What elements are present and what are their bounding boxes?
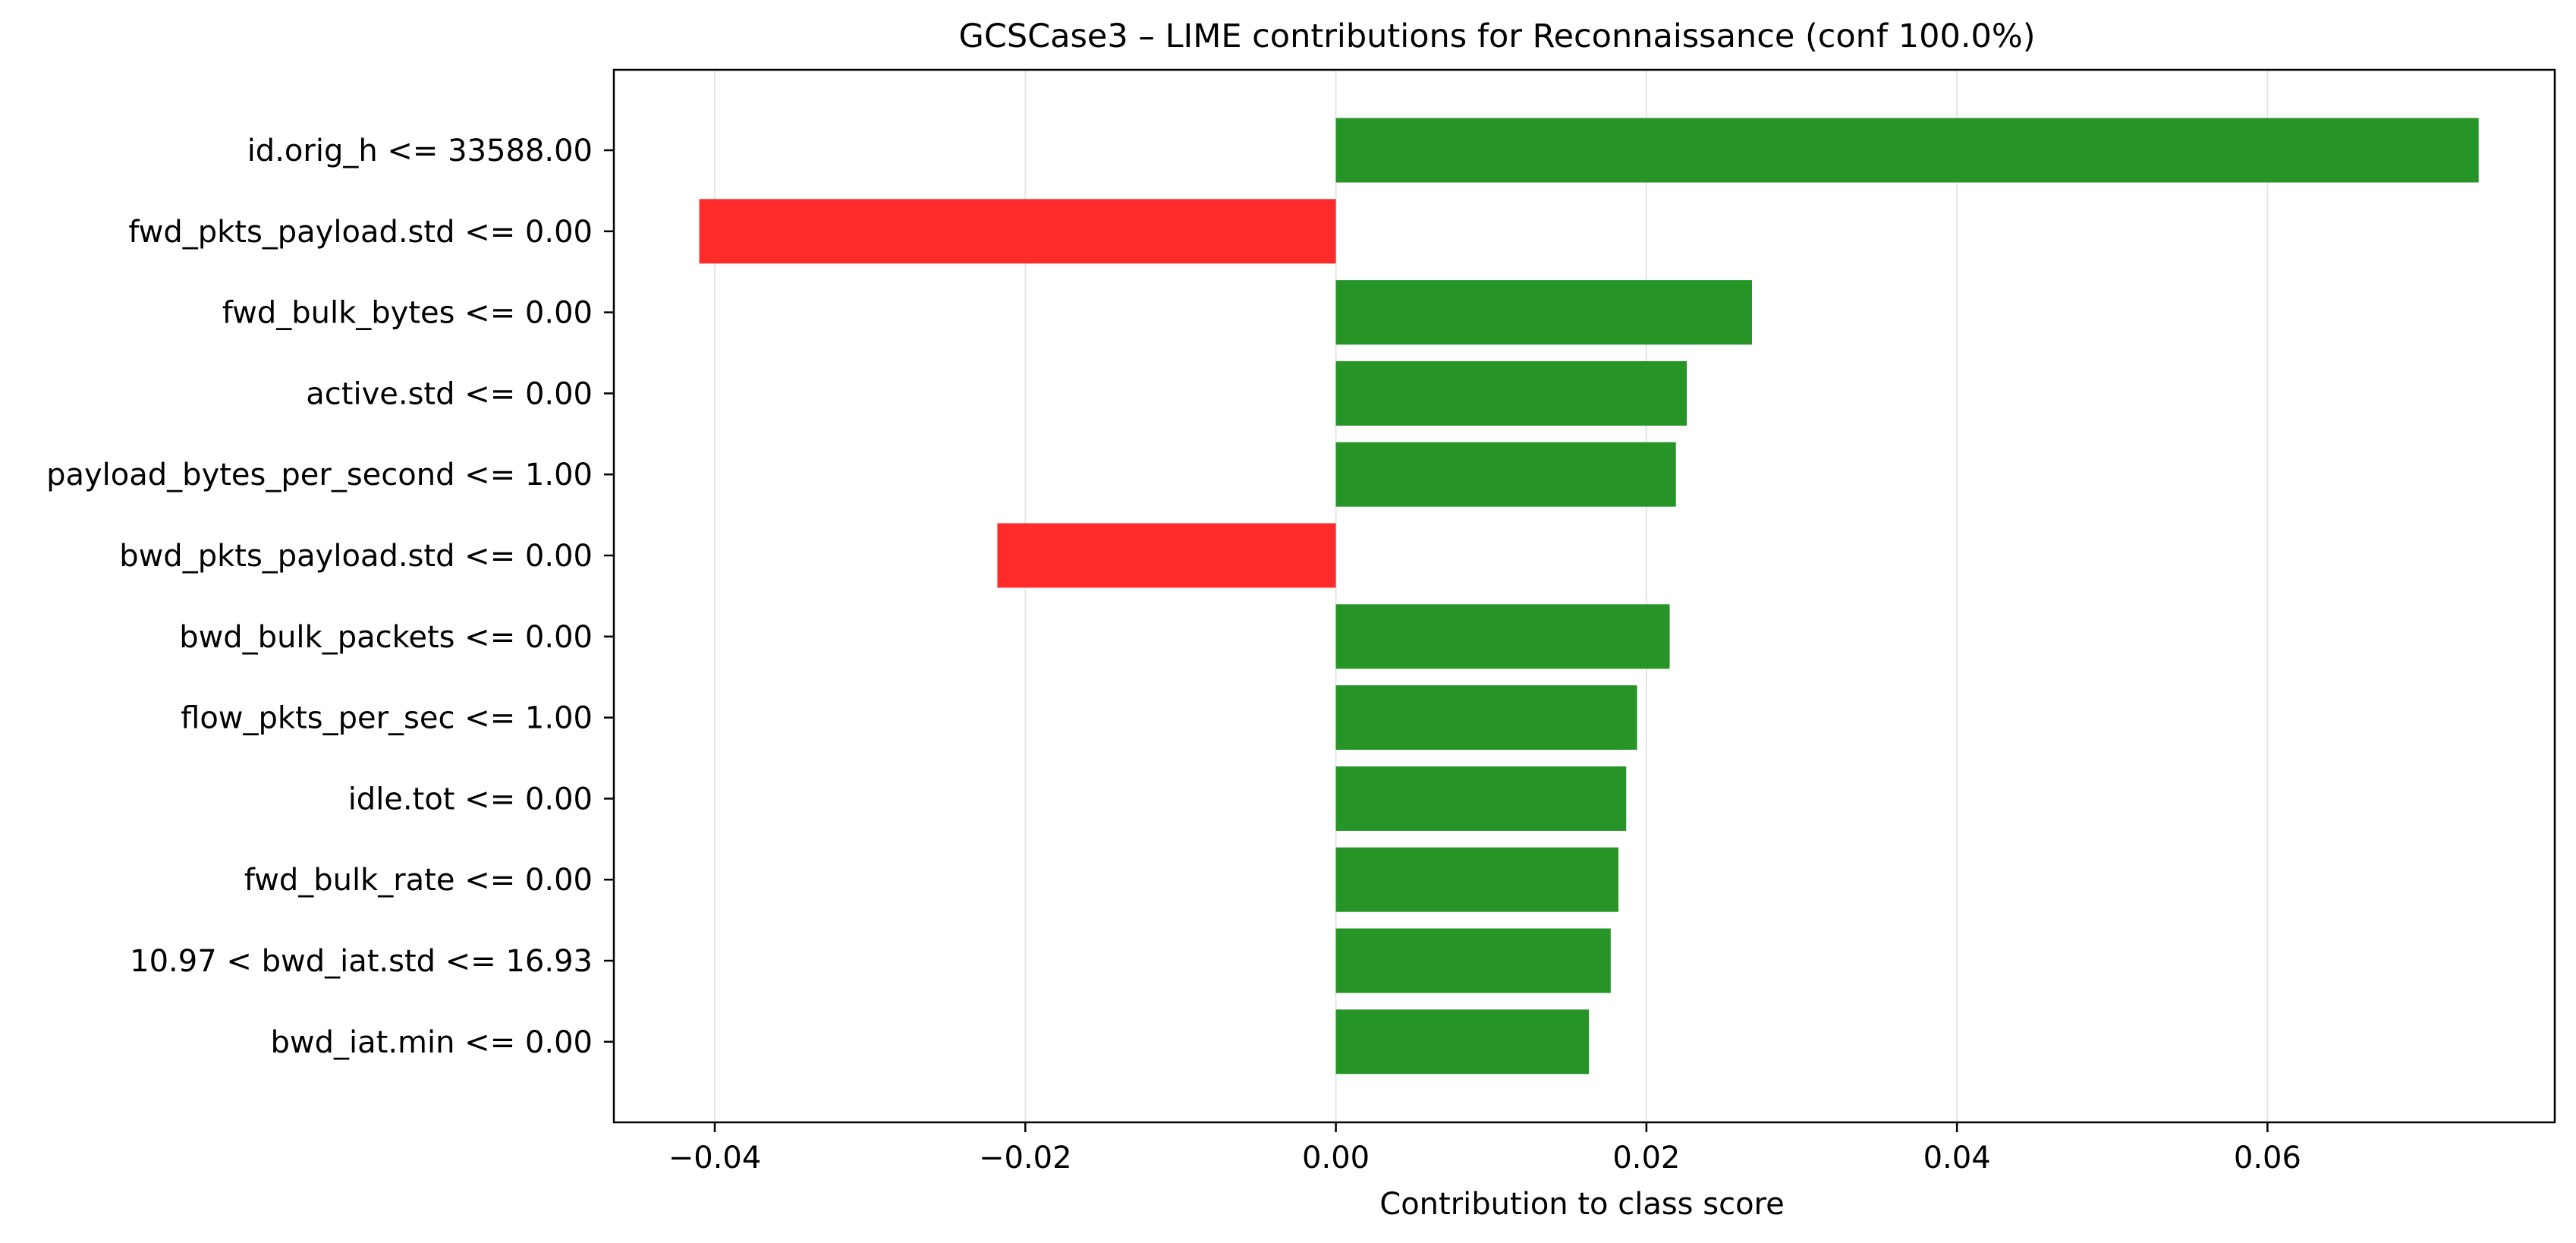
x-axis: −0.04 −0.02 0.00 0.02 0.04 0.06 — [668, 1122, 2301, 1175]
y-tick-label: fwd_bulk_bytes <= 0.00 — [222, 296, 593, 331]
y-tick-label: flow_pkts_per_sec <= 1.00 — [181, 701, 593, 736]
y-tick-label: bwd_bulk_packets <= 0.00 — [179, 620, 593, 655]
bar-7 — [1335, 685, 1637, 751]
x-tick-label: 0.02 — [1612, 1141, 1680, 1175]
y-axis: id.orig_h <= 33588.00 fwd_pkts_payload.st… — [46, 134, 614, 1060]
bar-10 — [1335, 928, 1611, 993]
y-tick-label: fwd_bulk_rate <= 0.00 — [244, 863, 593, 898]
y-tick-label: payload_bytes_per_second <= 1.00 — [46, 458, 593, 492]
x-tick-label: 0.06 — [2234, 1141, 2301, 1175]
bar-3 — [1335, 360, 1687, 426]
bar-2 — [1335, 280, 1753, 345]
bar-8 — [1335, 766, 1627, 831]
y-tick-label: 10.97 < bwd_iat.std <= 16.93 — [130, 944, 593, 979]
bar-0 — [1335, 118, 2479, 183]
y-tick-label: id.orig_h <= 33588.00 — [247, 134, 593, 168]
bar-11 — [1335, 1009, 1590, 1075]
x-tick-label: −0.04 — [668, 1141, 762, 1175]
x-tick-label: 0.04 — [1923, 1141, 1991, 1175]
y-tick-label: bwd_pkts_payload.std <= 0.00 — [119, 539, 593, 574]
x-axis-label: Contribution to class score — [1379, 1187, 1784, 1222]
bar-5 — [997, 523, 1336, 588]
bar-6 — [1335, 604, 1670, 669]
bar-9 — [1335, 847, 1619, 912]
x-tick-label: −0.02 — [979, 1141, 1072, 1175]
y-tick-label: bwd_iat.min <= 0.00 — [271, 1025, 593, 1060]
plot-frame — [612, 68, 2556, 1124]
bar-4 — [1335, 442, 1676, 507]
chart-title: GCSCase3 – LIME contributions for Reconn… — [959, 17, 2036, 55]
y-tick-label: idle.tot <= 0.00 — [348, 782, 593, 817]
y-tick-label: fwd_pkts_payload.std <= 0.00 — [128, 215, 593, 250]
bars — [699, 118, 2479, 1075]
y-tick-label: active.std <= 0.00 — [306, 376, 593, 411]
bar-1 — [699, 199, 1336, 264]
x-tick-label: 0.00 — [1302, 1141, 1370, 1175]
